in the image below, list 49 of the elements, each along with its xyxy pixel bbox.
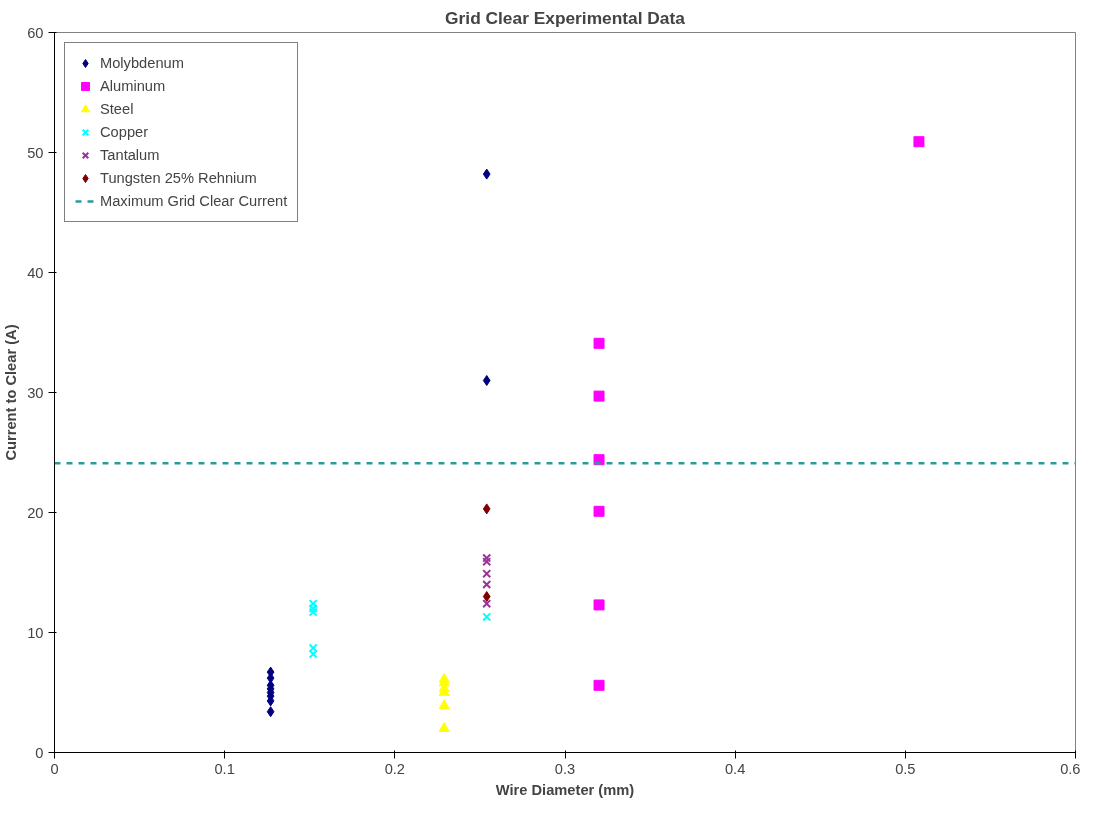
point xyxy=(482,375,491,386)
legend-label: Tungsten 25% Rehnium xyxy=(100,170,257,186)
x-tick-label: 0.6 xyxy=(1060,760,1081,777)
point xyxy=(482,612,492,622)
y-tick-label: 50 xyxy=(27,144,44,161)
y-tick-label: 30 xyxy=(27,384,44,401)
legend-label: Steel xyxy=(100,101,134,117)
point xyxy=(266,706,275,718)
point xyxy=(482,168,491,180)
x-tick-label: 0.2 xyxy=(384,760,406,777)
point xyxy=(438,699,450,710)
x-tick-label: 0 xyxy=(50,760,59,777)
legend-label: Aluminum xyxy=(100,78,166,94)
point xyxy=(593,505,605,517)
point xyxy=(438,722,450,732)
x-tick-label: 0.4 xyxy=(724,760,746,777)
x-tick-label: 0.5 xyxy=(895,760,916,777)
point xyxy=(482,599,492,609)
point xyxy=(482,579,492,590)
point xyxy=(308,643,318,653)
y-tick-label: 40 xyxy=(27,264,44,281)
point xyxy=(482,553,492,563)
point xyxy=(482,591,491,602)
chart-title: Grid Clear Experimental Data xyxy=(445,7,686,28)
point xyxy=(593,599,605,611)
point xyxy=(438,673,450,683)
legend-label: Molybdenum xyxy=(100,55,184,71)
point xyxy=(308,607,318,617)
point xyxy=(593,390,605,402)
point xyxy=(593,337,605,349)
point xyxy=(308,599,318,609)
point xyxy=(308,649,318,659)
point xyxy=(482,503,491,515)
y-tick-label: 0 xyxy=(35,744,44,761)
x-tick-label: 0.1 xyxy=(214,760,235,777)
y-axis-title: Current to Clear (A) xyxy=(3,324,20,461)
legend-label: Copper xyxy=(100,124,149,140)
y-tick-label: 20 xyxy=(27,504,44,521)
x-tick-label: 0.3 xyxy=(554,760,576,777)
point xyxy=(482,557,492,567)
point xyxy=(482,569,492,579)
point xyxy=(593,679,605,691)
point xyxy=(308,603,318,614)
y-tick-label: 60 xyxy=(27,24,44,41)
legend-label: Tantalum xyxy=(100,147,160,163)
legend-label: Maximum Grid Clear Current xyxy=(100,193,288,209)
y-tick-label: 10 xyxy=(27,624,44,641)
point xyxy=(913,136,925,148)
x-axis-title: Wire Diameter (mm) xyxy=(495,781,635,798)
